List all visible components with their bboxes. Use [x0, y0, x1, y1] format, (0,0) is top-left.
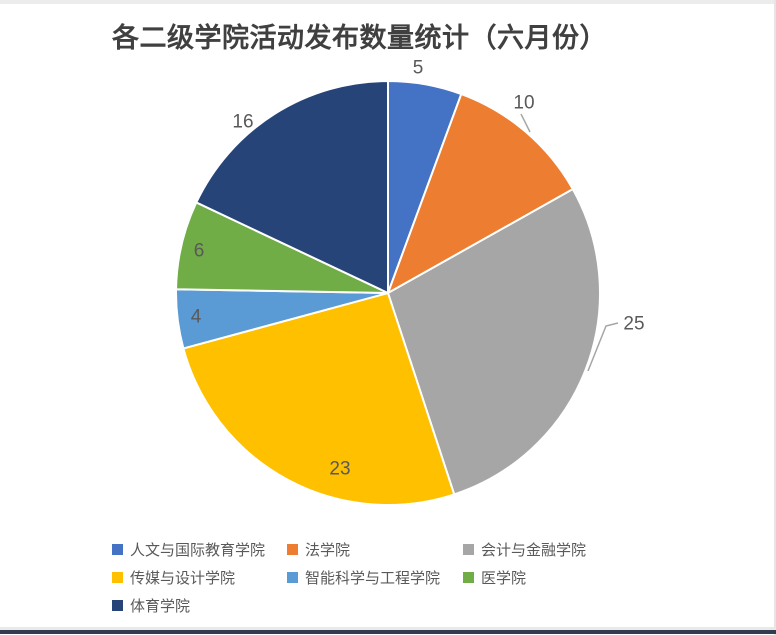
leader-line-slice-3 [587, 322, 619, 372]
slice-value-label-3: 25 [623, 314, 644, 335]
slice-value-label-6: 6 [194, 241, 205, 262]
pie-slice-4 [182, 292, 456, 506]
slice-value-label-2: 10 [513, 93, 534, 114]
slice-value-label-7: 16 [232, 112, 253, 133]
chart-title: 各二级学院活动发布数量统计（六月份） [112, 23, 607, 53]
window-top-edge [0, 0, 776, 4]
leader-line-slice-2 [520, 113, 531, 133]
slice-value-label-4: 23 [329, 459, 350, 480]
window-bottom-line [0, 630, 776, 634]
pie-slice-2 [387, 93, 574, 294]
pie-slice-7 [195, 80, 389, 294]
pie-slice-3 [387, 188, 601, 496]
window-right-edge [774, 0, 776, 635]
window-bottom-strip [0, 627, 776, 630]
slice-value-label-1: 5 [413, 58, 424, 79]
slice-value-label-5: 4 [191, 307, 202, 328]
